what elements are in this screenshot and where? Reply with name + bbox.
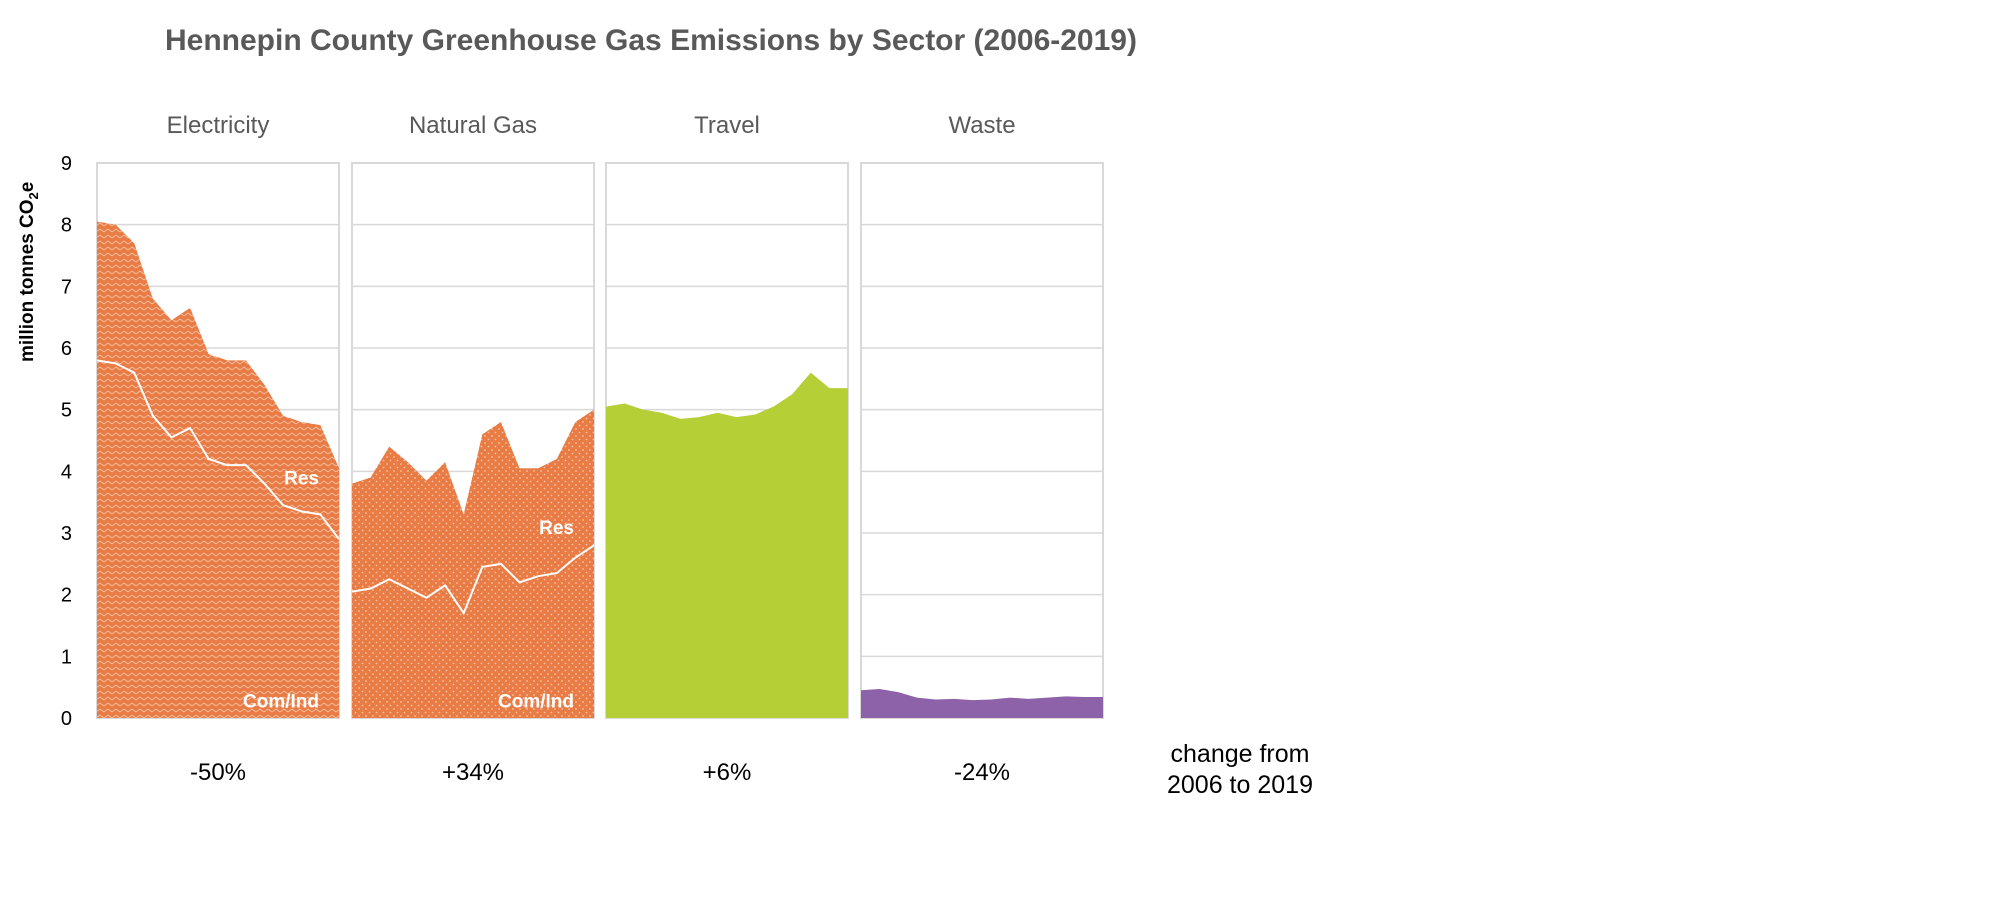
series-divider-line bbox=[96, 359, 340, 540]
area-com-ind bbox=[97, 360, 339, 718]
change-note-line-2: 2006 to 2019 bbox=[1167, 771, 1313, 799]
y-tick-label: 3 bbox=[61, 523, 72, 545]
change-label: -24% bbox=[954, 759, 1010, 786]
y-tick-label: 4 bbox=[61, 461, 72, 483]
change-label: -50% bbox=[190, 759, 246, 786]
y-tick-label: 9 bbox=[61, 153, 72, 175]
panel-frame bbox=[860, 162, 1104, 719]
area-res bbox=[97, 221, 339, 540]
y-tick-label: 1 bbox=[61, 646, 72, 668]
panel-title: Electricity bbox=[167, 112, 270, 139]
y-tick-label: 2 bbox=[61, 585, 72, 607]
change-note-line-1: change from bbox=[1171, 740, 1310, 768]
panel-waste: Waste -24% bbox=[860, 112, 1104, 786]
panel-electricity: Com/Ind Res Electricity -50% bbox=[96, 112, 340, 786]
y-axis-label: million tonnes CO2e bbox=[17, 182, 41, 362]
chart-panels: Com/Ind Res Electricity -50% Com/Ind Res Natur… bbox=[96, 112, 1104, 786]
y-tick-label: 0 bbox=[61, 708, 72, 730]
y-axis-label-tail: e bbox=[17, 182, 38, 193]
panel-title: Natural Gas bbox=[409, 112, 537, 139]
change-label: +6% bbox=[703, 759, 752, 786]
y-tick-label: 7 bbox=[61, 276, 72, 298]
series-label-com-ind: Com/Ind bbox=[243, 692, 319, 713]
area-res bbox=[352, 409, 594, 614]
series-label-res: Res bbox=[539, 518, 574, 539]
panel-travel: Travel +6% bbox=[605, 112, 849, 786]
y-tick-label: 6 bbox=[61, 338, 72, 360]
y-axis-label-sub: 2 bbox=[26, 192, 41, 199]
area-waste bbox=[861, 689, 1103, 718]
y-axis-ticks: 0 1 2 3 4 5 6 7 8 9 bbox=[61, 153, 72, 730]
series-divider-line bbox=[351, 544, 595, 616]
series-label-res: Res bbox=[284, 469, 319, 490]
y-tick-label: 8 bbox=[61, 215, 72, 237]
chart-title: Hennepin County Greenhouse Gas Emissions… bbox=[165, 24, 1137, 57]
series-label-com-ind: Com/Ind bbox=[498, 692, 574, 713]
change-label: +34% bbox=[442, 759, 504, 786]
area-travel bbox=[606, 372, 848, 718]
panel-natural-gas: Com/Ind Res Natural Gas +34% bbox=[351, 112, 595, 786]
y-axis-label-main: million tonnes CO bbox=[17, 199, 38, 362]
panel-title: Waste bbox=[948, 112, 1015, 139]
area-com-ind bbox=[352, 545, 594, 718]
y-tick-label: 5 bbox=[61, 400, 72, 422]
panel-title: Travel bbox=[694, 112, 760, 139]
